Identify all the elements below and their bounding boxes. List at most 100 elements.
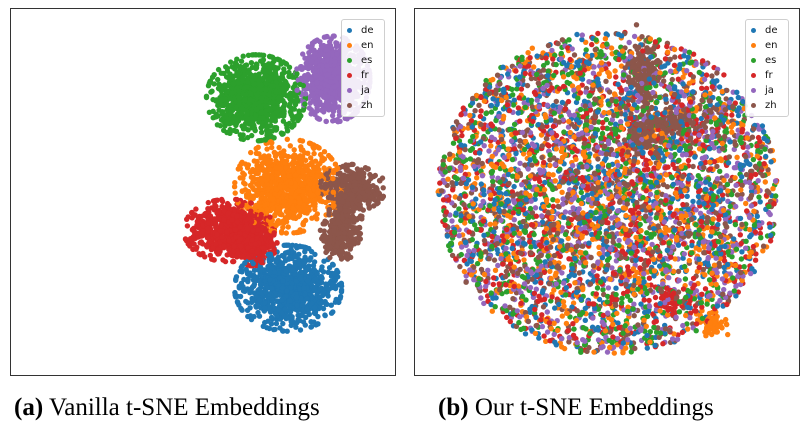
point-en [289,167,296,174]
point-es [268,122,274,129]
point-de [247,290,253,296]
point-de [256,297,263,303]
point-en [266,153,272,159]
point-en [311,197,318,203]
point-ja [299,66,305,72]
point-es [228,120,235,126]
point-en [297,200,303,206]
point-zh [365,166,371,172]
point-es [263,87,269,93]
point-en [299,138,306,144]
point-es [284,125,290,131]
point-en [264,146,270,152]
point-de [257,268,263,274]
point-fr [259,224,265,230]
point-fr [244,225,251,232]
point-de [245,313,251,320]
point-de [318,279,325,286]
point-en [331,203,337,209]
point-de [287,309,294,315]
point-fr [198,239,205,245]
point-es [238,58,245,64]
point-en [283,230,289,236]
point-en [308,141,314,147]
point-zh [322,244,329,250]
point-zh [338,256,345,262]
point-en [312,158,319,164]
point-fr [235,250,241,257]
point-fr [213,225,220,231]
point-es [237,132,243,138]
point-es [253,52,259,58]
point-es [255,72,262,78]
point-en [269,144,275,151]
point-en [254,166,260,172]
point-en [239,188,245,194]
point-de [271,269,278,275]
point-de [300,319,307,325]
point-en [240,175,246,181]
point-de [282,306,288,312]
point-fr [256,216,263,222]
point-es [259,123,265,129]
point-zh [343,252,349,258]
point-zh [361,170,367,177]
point-ja [323,47,329,53]
point-zh [341,230,348,236]
point-en [314,216,320,222]
point-fr [249,237,255,243]
point-es [288,111,294,118]
point-de [250,297,257,303]
point-zh [324,175,331,181]
point-es [224,129,230,136]
point-en [252,205,258,211]
point-fr [229,217,235,223]
point-en [254,158,260,165]
point-en [248,149,254,156]
point-fr [205,225,211,232]
point-es [289,123,296,129]
point-en [302,163,308,169]
point-de [243,298,249,305]
point-es [300,107,306,113]
point-de [320,269,327,275]
point-es [244,117,251,123]
point-es [213,111,219,118]
point-es [218,85,224,91]
point-ja [324,56,330,63]
point-ja [318,90,324,96]
point-zh [357,230,364,237]
point-en [300,189,306,195]
point-zh [368,175,374,182]
point-de [312,310,318,317]
point-de [311,267,318,274]
point-en [301,202,307,208]
point-es [218,70,224,76]
point-zh [345,238,352,244]
point-ja [309,81,315,87]
point-de [248,316,255,323]
point-fr [216,209,222,215]
point-ja [312,68,319,74]
point-zh [374,201,380,207]
point-es [247,97,253,103]
point-es [290,116,296,123]
point-en [275,205,282,211]
point-en [254,192,260,198]
point-en [285,153,291,160]
point-en [297,153,303,159]
point-en [287,143,293,149]
point-zh [322,185,328,191]
point-es [236,95,242,101]
point-de [317,274,324,280]
point-de [257,286,263,292]
point-de [317,286,323,292]
point-fr [225,210,232,216]
point-es [218,117,225,123]
point-en [285,224,291,230]
point-de [328,310,335,316]
point-de [322,312,328,318]
point-zh [366,199,372,205]
point-es [280,118,287,124]
point-es [258,137,265,144]
